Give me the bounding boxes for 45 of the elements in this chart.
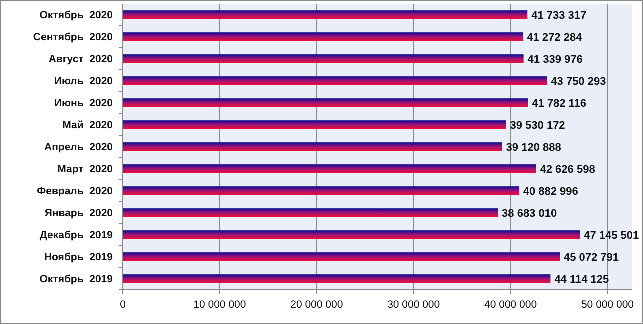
x-tick-label: 10 000 000 <box>194 299 246 311</box>
y-tick-label: Февраль 2020 <box>37 186 114 198</box>
data-label: 39 120 888 <box>506 142 562 154</box>
y-tick-label: Сентябрь 2020 <box>33 32 114 44</box>
bar <box>123 98 528 108</box>
data-label: 38 683 010 <box>502 208 558 220</box>
y-tick-label: Август 2020 <box>48 54 114 66</box>
bar <box>123 76 548 86</box>
data-label: 47 145 501 <box>584 230 640 242</box>
y-tick-label: Декабрь 2019 <box>40 230 114 242</box>
bar <box>123 208 498 218</box>
y-tick-label: Апрель 2020 <box>44 142 114 154</box>
bar <box>123 32 524 42</box>
y-tick-label: Июль 2020 <box>54 76 114 88</box>
bar <box>123 164 536 174</box>
bar <box>123 120 506 130</box>
data-label: 41 272 284 <box>527 32 584 44</box>
y-tick-label: Май 2020 <box>62 120 114 132</box>
bar <box>123 186 520 196</box>
bar <box>123 142 502 152</box>
data-label: 41 782 116 <box>532 98 587 110</box>
x-tick-label: 40 000 000 <box>484 299 538 311</box>
y-tick-label: Ноябрь 2019 <box>44 252 114 264</box>
bar <box>123 252 560 262</box>
bar <box>123 10 528 20</box>
data-label: 43 750 293 <box>551 76 606 88</box>
y-tick-label: Июнь 2020 <box>54 98 114 110</box>
x-tick-label: 50 000 000 <box>581 299 634 311</box>
data-label: 40 882 996 <box>523 186 578 198</box>
y-tick-label: Октябрь 2019 <box>40 274 114 286</box>
y-tick-label: Март 2020 <box>58 164 114 176</box>
x-tick-label: 20 000 000 <box>290 299 344 311</box>
data-label: 41 733 317 <box>532 10 587 22</box>
bar <box>123 54 524 64</box>
bar <box>123 230 580 240</box>
x-tick-label: 0 <box>120 299 126 311</box>
bar <box>123 274 551 284</box>
data-label: 42 626 598 <box>540 164 596 176</box>
x-tick-label: 30 000 000 <box>388 299 440 311</box>
data-label: 41 339 976 <box>528 54 583 66</box>
data-label: 39 530 172 <box>510 120 566 132</box>
y-tick-label: Октябрь 2020 <box>40 10 114 22</box>
data-label: 44 114 125 <box>554 274 610 286</box>
data-label: 45 072 791 <box>564 252 620 264</box>
y-tick-label: Январь 2020 <box>44 208 114 220</box>
